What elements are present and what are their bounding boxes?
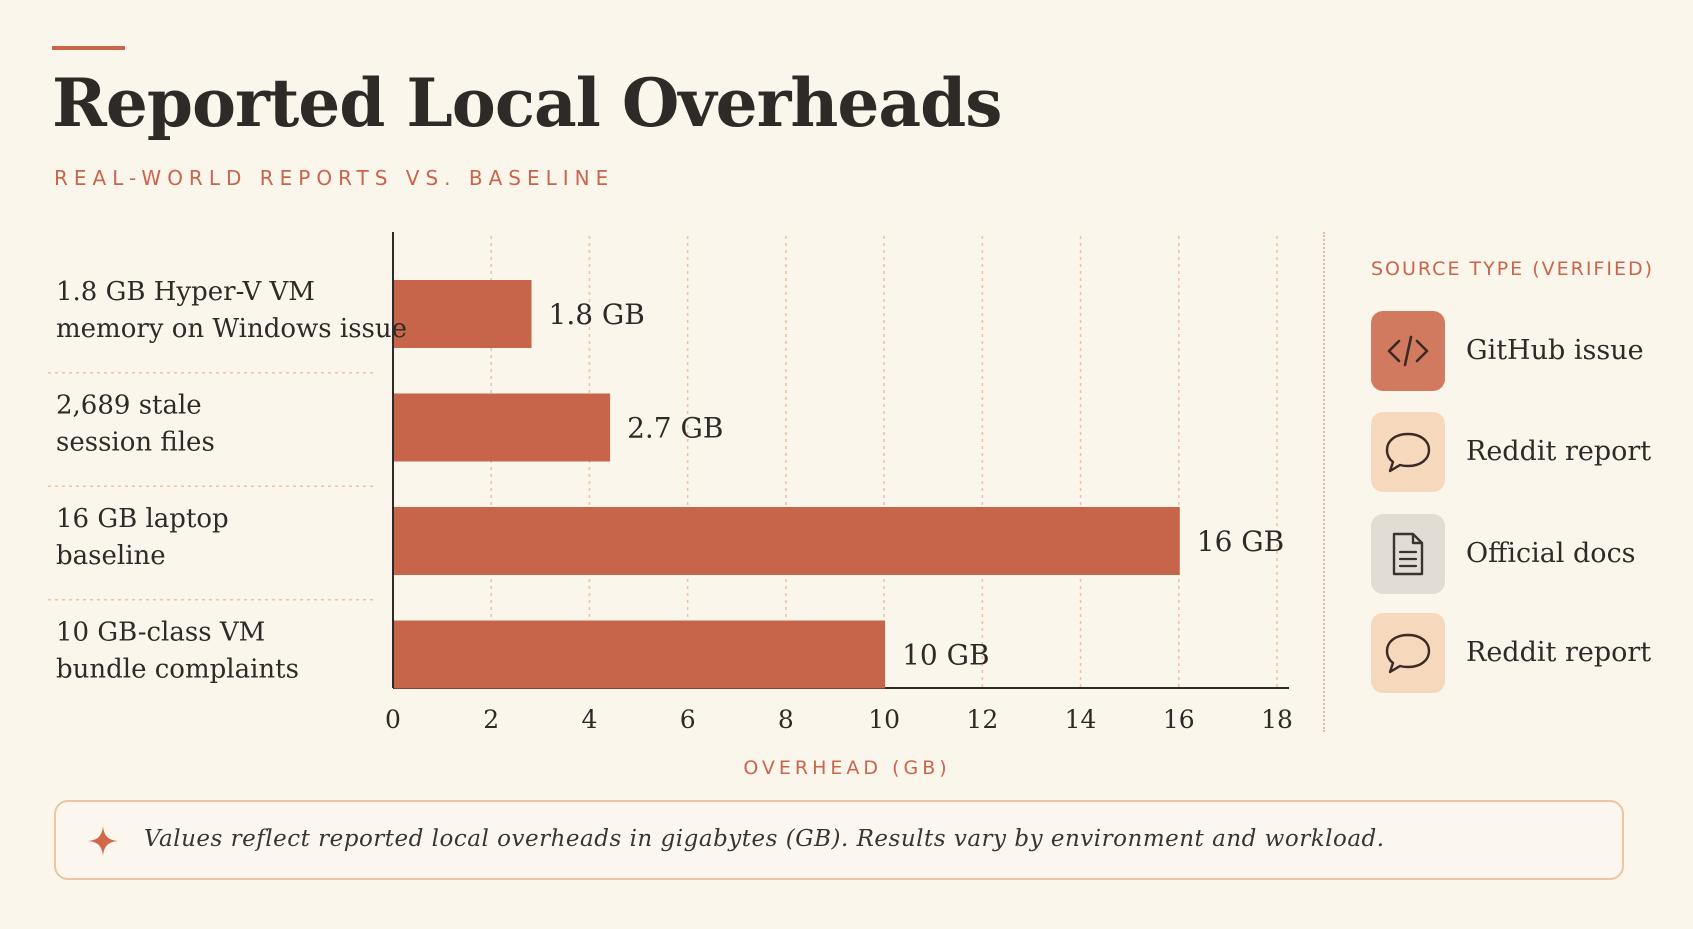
x-tick-label: 10 [868,705,900,734]
category-label: baseline [56,541,166,571]
x-tick-label: 4 [581,705,597,734]
data-label: 16 GB [1197,525,1284,558]
bar [394,507,1180,575]
footnote-text: Values reflect reported local overheads … [144,826,1385,852]
category-label: 10 GB-class VM [56,618,265,648]
category-label: memory on Windows issue [56,314,407,344]
data-label: 1.8 GB [549,298,645,331]
x-tick-label: 14 [1065,705,1097,734]
legend-title: SOURCE TYPE (VERIFIED) [1371,258,1655,280]
bar [394,393,611,462]
bar-chart: 0 2 4 6 8 10 12 14 16 18 1.8 GB 1.8 GB Hyper-V VM me… [48,232,1293,779]
bar [394,620,886,689]
x-tick-label: 2 [483,705,499,734]
legend-label: Official docs [1466,538,1636,569]
x-tick-label: 8 [778,705,794,734]
category-label: session files [56,428,215,458]
legend-label: Reddit report [1466,637,1652,668]
category-label: 16 GB laptop [56,504,229,534]
legend-divider [1323,232,1325,732]
legend-item-reddit: Reddit report [1371,613,1671,695]
legend-item-docs: Official docs [1371,514,1671,596]
page-title: Reported Local Overheads [52,64,1002,142]
category-label: 2,689 stale [56,391,202,421]
footnote-box: Values reflect reported local overheads … [54,800,1624,880]
category-label: 1.8 GB Hyper-V VM [56,277,315,307]
data-label: 10 GB [902,639,989,672]
x-tick-label: 12 [966,705,998,734]
speech-bubble-icon [1371,613,1445,693]
x-tick-label: 16 [1163,705,1195,734]
bar [394,280,532,348]
sparkle-icon [86,824,120,862]
speech-bubble-icon [1371,412,1445,492]
legend-label: Reddit report [1466,436,1652,467]
legend-label: GitHub issue [1466,335,1644,366]
legend-item-github: GitHub issue [1371,311,1671,393]
x-tick-label: 18 [1261,705,1293,734]
x-tick-label: 0 [385,705,401,734]
document-icon [1371,514,1445,594]
page-subtitle: REAL-WORLD REPORTS VS. BASELINE [54,166,615,190]
code-icon [1371,311,1445,391]
x-axis-title: OVERHEAD (GB) [743,757,950,779]
legend-item-reddit: Reddit report [1371,412,1671,494]
x-tick-label: 6 [680,705,696,734]
accent-rule [52,46,125,50]
category-label: bundle complaints [56,655,299,685]
data-label: 2.7 GB [627,412,723,445]
